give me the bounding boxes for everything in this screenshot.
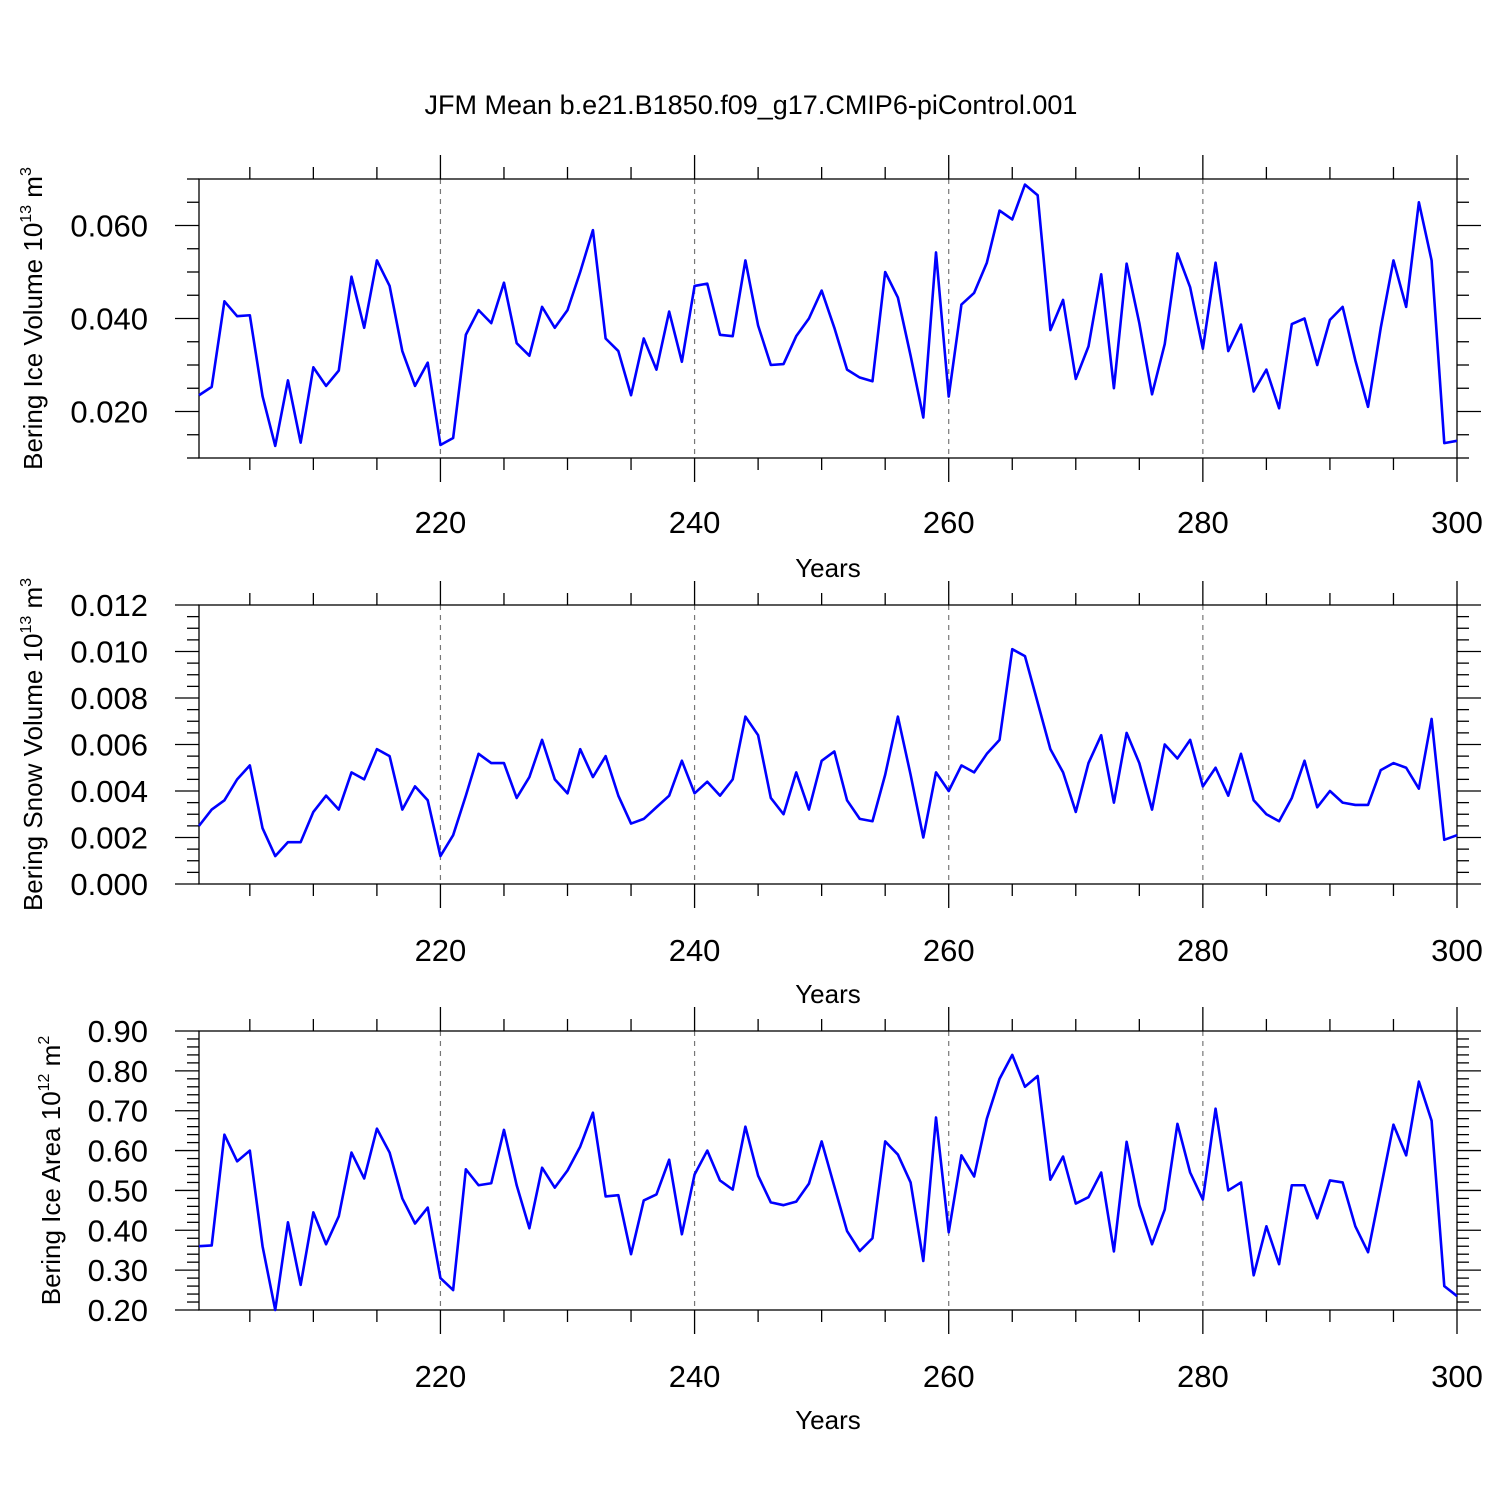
y-tick-label: 0.70	[88, 1094, 148, 1129]
y-tick-label: 0.80	[88, 1054, 148, 1089]
x-tick-label: 300	[1431, 1359, 1483, 1394]
x-tick-label: 240	[669, 933, 721, 968]
y-axis-title: Bering Ice Volume 1013 m3	[18, 167, 48, 470]
chart-title: JFM Mean b.e21.B1850.f09_g17.CMIP6-piCon…	[425, 90, 1078, 120]
x-axis-title: Years	[795, 1405, 861, 1435]
panel-3: 0.20 0.30 0.40 0.50 0.60 0.70 0.80 0.90 220 240 26…	[36, 1007, 1483, 1435]
series-line	[198, 1053, 1458, 1312]
x-axis-title: Years	[795, 553, 861, 583]
series-line	[197, 647, 1458, 858]
y-tick-label: 0.012	[70, 588, 148, 623]
y-tick-label: 0.60	[88, 1134, 148, 1169]
x-tick-label: 300	[1431, 505, 1483, 540]
y-tick-label: 0.006	[70, 728, 148, 763]
y-tick-label: 0.40	[88, 1213, 148, 1248]
y-tick-label: 0.20	[88, 1293, 148, 1328]
plot-frame	[198, 178, 1458, 459]
panel-2: 0.000 0.002 0.004 0.006 0.008 0.010 0.012 220 24…	[18, 578, 1483, 1009]
y-tick-label: 0.008	[70, 681, 148, 716]
panels-group: 0.020 0.040 0.060 220 240 260 280 300 Years Berin…	[18, 155, 1483, 1435]
x-tick-label: 220	[415, 505, 467, 540]
x-tick-label: 220	[415, 933, 467, 968]
x-axis-title: Years	[795, 979, 861, 1009]
y-tick-label: 0.060	[70, 209, 148, 244]
series-line	[198, 183, 1458, 448]
x-tick-label: 260	[923, 505, 975, 540]
plot-frame	[198, 604, 1458, 885]
x-tick-label: 260	[923, 933, 975, 968]
x-tick-label: 280	[1177, 933, 1229, 968]
x-tick-label: 280	[1177, 1359, 1229, 1394]
x-tick-label: 240	[669, 1359, 721, 1394]
y-axis-title: Bering Ice Area 1012 m2	[36, 1036, 66, 1306]
y-tick-label: 0.90	[88, 1014, 148, 1049]
y-tick-label: 0.000	[70, 867, 148, 902]
y-tick-label: 0.040	[70, 302, 148, 337]
y-tick-label: 0.020	[70, 395, 148, 430]
y-axis-title: Bering Snow Volume 1013 m3	[18, 578, 48, 911]
plot-frame	[198, 1030, 1458, 1311]
x-tick-label: 240	[669, 505, 721, 540]
y-tick-label: 0.30	[88, 1253, 148, 1288]
x-tick-label: 260	[923, 1359, 975, 1394]
x-tick-label: 300	[1431, 933, 1483, 968]
y-tick-label: 0.50	[88, 1173, 148, 1208]
x-tick-label: 220	[415, 1359, 467, 1394]
y-tick-label: 0.002	[70, 821, 148, 856]
y-tick-label: 0.010	[70, 635, 148, 670]
x-tick-label: 280	[1177, 505, 1229, 540]
panel-1: 0.020 0.040 0.060 220 240 260 280 300 Years Berin…	[18, 155, 1483, 583]
y-tick-label: 0.004	[70, 774, 148, 809]
